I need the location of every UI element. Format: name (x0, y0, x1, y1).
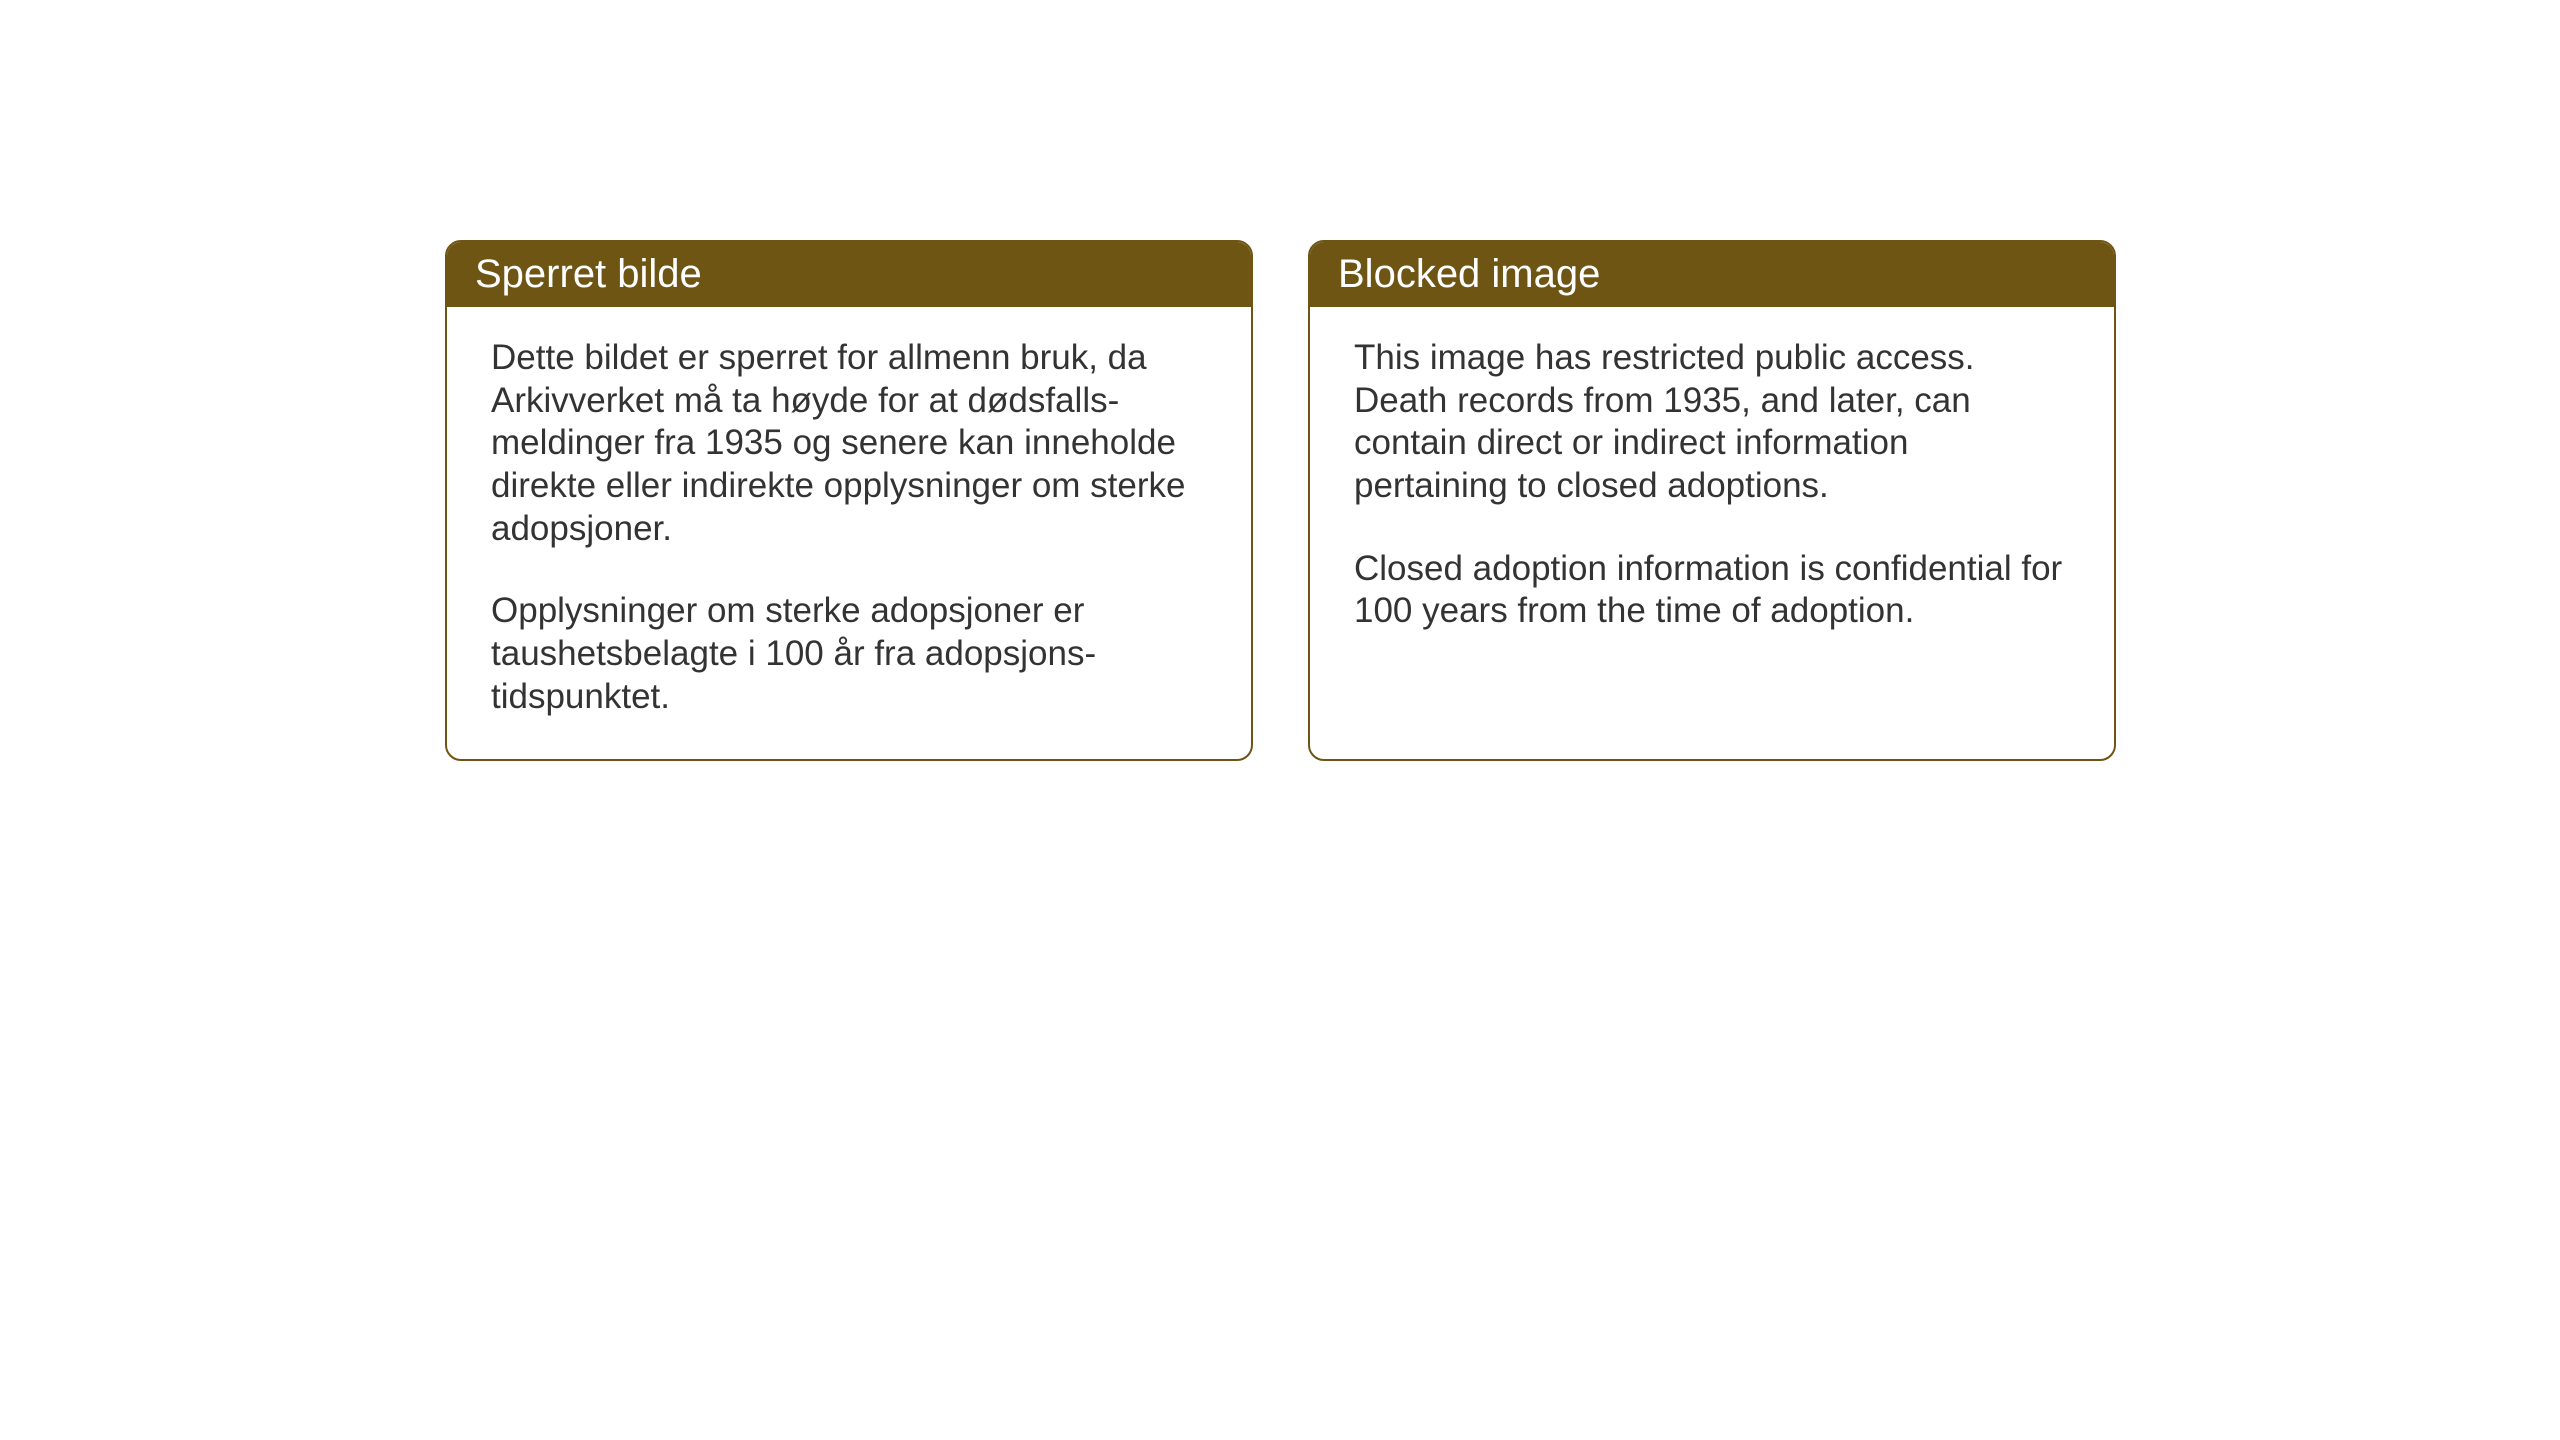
notice-cards-container: Sperret bilde Dette bildet er sperret fo… (445, 240, 2116, 761)
card-paragraph-norwegian-2: Opplysninger om sterke adopsjoner er tau… (491, 590, 1207, 718)
card-title-norwegian: Sperret bilde (475, 252, 702, 296)
card-header-norwegian: Sperret bilde (447, 242, 1251, 307)
notice-card-english: Blocked image This image has restricted … (1308, 240, 2116, 761)
card-title-english: Blocked image (1338, 252, 1600, 296)
card-body-norwegian: Dette bildet er sperret for allmenn bruk… (447, 307, 1251, 759)
card-paragraph-english-2: Closed adoption information is confident… (1354, 548, 2070, 633)
notice-card-norwegian: Sperret bilde Dette bildet er sperret fo… (445, 240, 1253, 761)
card-paragraph-english-1: This image has restricted public access.… (1354, 337, 2070, 508)
card-paragraph-norwegian-1: Dette bildet er sperret for allmenn bruk… (491, 337, 1207, 550)
card-header-english: Blocked image (1310, 242, 2114, 307)
card-body-english: This image has restricted public access.… (1310, 307, 2114, 757)
